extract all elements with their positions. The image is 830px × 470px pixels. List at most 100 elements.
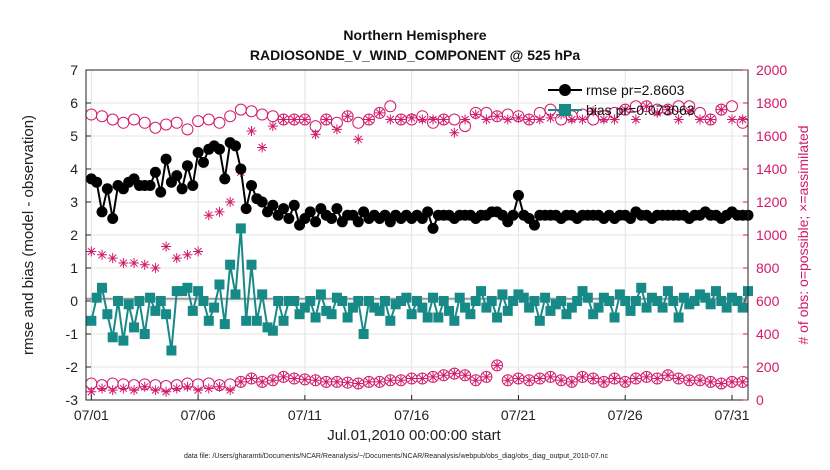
rmse-point (181, 160, 193, 172)
bias-point (166, 345, 177, 356)
bias-point (534, 315, 545, 326)
obs_possible_low-point (565, 375, 578, 388)
obs_possible-point (362, 113, 375, 126)
bias-point (694, 289, 705, 300)
obs_possible-point (373, 106, 386, 119)
obs_assimilated-point (374, 107, 385, 118)
obs_possible_low-point (469, 374, 482, 387)
obs_assimilated_low-point (150, 385, 161, 396)
obs_possible-point (138, 116, 151, 129)
obs_assimilated_low-point (225, 385, 236, 396)
obs_assimilated_low-point (129, 385, 140, 396)
bias-point (395, 296, 406, 306)
obs_assimilated-point (417, 114, 428, 125)
obs_possible_low-point (234, 375, 247, 388)
y-tick-label: -3 (66, 392, 79, 408)
obs_possible-point (202, 113, 215, 126)
obs_assimilated_low-point (438, 370, 449, 381)
obs_possible-point (704, 113, 717, 126)
obs_assimilated_low-point (86, 386, 97, 397)
bias-point (321, 305, 332, 316)
obs_assimilated_low-point (620, 376, 631, 387)
obs_possible-point (523, 113, 536, 126)
obs_assimilated-point (395, 114, 406, 125)
rmse-series (85, 137, 754, 234)
obs_assimilated-point (161, 241, 172, 252)
y-tick-label: 0 (70, 293, 78, 309)
chart-subtitle: RADIOSONDE_V_WIND_COMPONENT @ 525 hPa (250, 47, 580, 63)
rmse-point (528, 219, 540, 231)
rmse-point (197, 156, 209, 168)
obs_possible-point (341, 110, 354, 123)
obs_assimilated_low-point (289, 373, 300, 384)
rmse-point (512, 189, 524, 201)
obs_assimilated-point (737, 114, 748, 125)
bias-point (246, 259, 257, 270)
obs_possible_low-point (608, 372, 621, 385)
rmse-point (219, 173, 231, 185)
obs_possible-point (224, 110, 237, 123)
obs_assimilated-point (598, 114, 609, 125)
bias-point (732, 296, 743, 306)
obs_assimilated_low-point (182, 381, 193, 392)
bias-point (219, 319, 230, 330)
bias-point (460, 302, 471, 313)
rmse-point (278, 203, 290, 215)
legend-rmse-marker (559, 84, 571, 96)
obs_possible-point (245, 105, 258, 118)
obs_possible-point (106, 113, 119, 126)
bias-point (150, 305, 161, 316)
rmse-point (240, 203, 252, 215)
legend-bias-label: bias pr=0.073063 (586, 102, 695, 118)
y-tick-label: 6 (70, 95, 78, 111)
obs_assimilated_low-point (737, 376, 748, 387)
bias-point (486, 296, 497, 306)
bias-point (289, 296, 300, 306)
y-right-tick-label: 1200 (756, 194, 787, 210)
bias-point (721, 302, 732, 313)
rmse-point (96, 206, 108, 218)
bias-point (465, 309, 476, 320)
obs_assimilated_low-point (331, 376, 342, 387)
obs_assimilated-point (86, 246, 97, 257)
obs_assimilated_low-point (460, 370, 471, 381)
obs_assimilated-point (481, 114, 492, 125)
rmse-point (310, 216, 322, 228)
x-tick-label: 07/16 (394, 407, 429, 423)
bias-point (540, 292, 551, 303)
rmse-point (155, 186, 167, 198)
bias-point (305, 296, 316, 306)
bias-point (193, 286, 204, 297)
obs_assimilated-point (363, 114, 374, 125)
obs_assimilated_low-point (278, 371, 289, 382)
bias-point (481, 302, 492, 313)
bias-point (657, 302, 668, 313)
bias-point (620, 296, 631, 306)
obs_assimilated_low-point (588, 373, 599, 384)
obs_assimilated_low-point (428, 371, 439, 382)
rmse-point (149, 166, 161, 178)
bias-point (225, 259, 236, 270)
rmse-point (304, 206, 316, 218)
obs_possible_low-point (245, 372, 258, 385)
obs_assimilated_low-point (342, 377, 353, 388)
obs_assimilated_low-point (235, 376, 246, 387)
y-right-tick-label: 200 (756, 359, 780, 375)
rmse-point (507, 209, 519, 221)
bias-point (273, 296, 284, 306)
bias-point (412, 296, 422, 306)
obs_assimilated_low-point (118, 383, 129, 394)
obs_assimilated_low-point (321, 376, 332, 387)
bias-point (604, 296, 615, 306)
obs_assimilated-point (246, 126, 257, 137)
bias-point (566, 302, 577, 313)
bias-point (497, 289, 508, 300)
obs_assimilated-point (566, 114, 577, 125)
obs_possible-point (181, 123, 194, 136)
bias-point (454, 292, 465, 303)
obs_possible-group (85, 100, 749, 136)
bias-point (417, 302, 428, 313)
bias-point (529, 296, 540, 306)
bias-point (673, 312, 684, 323)
obs_possible-point (128, 113, 141, 126)
